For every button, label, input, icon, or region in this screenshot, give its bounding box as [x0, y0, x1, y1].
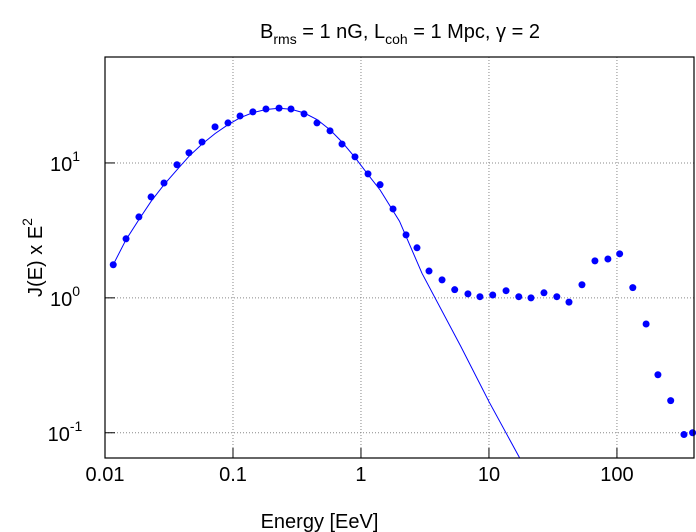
data-point — [565, 298, 573, 306]
y-label-superscript: 2 — [19, 218, 35, 226]
data-point — [326, 127, 334, 135]
data-point — [338, 140, 346, 148]
plot-frame — [104, 56, 695, 459]
y-axis-label: J(E) x E2 — [19, 218, 47, 297]
data-point — [604, 255, 612, 263]
data-point — [438, 276, 446, 284]
y-tick-base: 10 — [50, 289, 72, 311]
data-point — [654, 371, 662, 379]
data-point — [476, 293, 484, 301]
data-point — [667, 397, 675, 405]
title-text: = 1 Mpc, γ = 2 — [408, 21, 540, 43]
data-point — [591, 257, 599, 265]
y-tick-base: 10 — [50, 154, 72, 176]
data-point — [262, 105, 270, 113]
data-point — [553, 293, 561, 301]
data-point — [351, 153, 359, 161]
data-point — [287, 105, 295, 113]
data-point — [464, 290, 472, 298]
data-point — [224, 119, 232, 127]
data-point — [122, 235, 130, 243]
data-point — [402, 231, 410, 239]
y-tick-label: 10-1 — [48, 418, 83, 446]
data-point — [160, 179, 168, 187]
title-text: = 1 nG, L — [297, 21, 385, 43]
data-point — [689, 429, 696, 437]
data-point — [211, 123, 219, 131]
x-tick-label: 1 — [355, 464, 366, 486]
y-label-text: J(E) x E — [25, 226, 47, 297]
data-point — [578, 281, 586, 289]
data-point — [616, 250, 624, 258]
title-subscript: rms — [273, 31, 296, 47]
curve — [112, 107, 521, 459]
data-point — [540, 289, 548, 297]
data-point — [515, 293, 523, 301]
data-point — [413, 244, 421, 252]
data-point — [642, 320, 650, 328]
data-point — [364, 170, 372, 178]
y-tick-base: 10 — [48, 424, 70, 446]
x-tick-label: 10 — [478, 464, 500, 486]
data-point — [147, 193, 155, 201]
title-subscript: coh — [385, 31, 408, 47]
data-point — [425, 267, 433, 275]
data-point — [236, 112, 244, 120]
title-text: B — [260, 21, 273, 43]
data-point — [680, 431, 688, 439]
data-point — [185, 149, 193, 157]
data-point — [376, 181, 384, 189]
y-tick-exponent: 0 — [72, 283, 80, 299]
data-point — [249, 108, 257, 116]
x-tick-label: 0.01 — [86, 464, 125, 486]
data-point — [451, 286, 459, 294]
data-point — [629, 284, 637, 292]
data-point — [313, 119, 321, 127]
data-point — [300, 110, 308, 118]
y-tick-label: 100 — [50, 283, 80, 311]
y-tick-label: 101 — [50, 148, 80, 176]
data-point — [135, 213, 143, 221]
chart-title: Brms = 1 nG, Lcoh = 1 Mpc, γ = 2 — [260, 21, 540, 47]
data-point — [275, 104, 283, 112]
data-point — [527, 294, 535, 302]
y-tick-exponent: 1 — [72, 148, 80, 164]
data-point — [502, 287, 510, 295]
y-tick-exponent: -1 — [70, 418, 83, 434]
data-point — [389, 205, 397, 213]
x-tick-label: 100 — [600, 464, 633, 486]
x-axis-label: Energy [EeV] — [261, 511, 379, 532]
data-point — [198, 138, 206, 146]
x-tick-label: 0.1 — [219, 464, 247, 486]
data-point — [109, 261, 117, 269]
data-point — [489, 291, 497, 299]
data-point — [173, 161, 181, 169]
